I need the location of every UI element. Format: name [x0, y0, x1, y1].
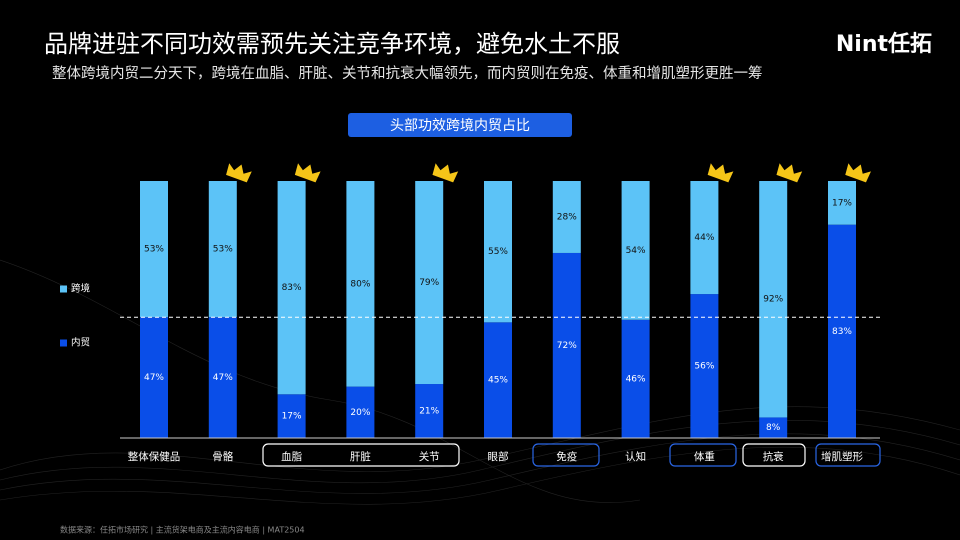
legend-label: 内贸 [71, 337, 90, 349]
bar-segment [208, 181, 237, 318]
data-label: 45% [488, 376, 508, 386]
bar-segment [828, 224, 856, 438]
crown [707, 163, 734, 183]
data-label: 47% [144, 373, 164, 383]
bar-segment [552, 181, 581, 253]
bar-segment [415, 384, 444, 438]
legend-label: 跨境 [71, 283, 91, 295]
x-tick-label: 免疫 [556, 450, 577, 463]
bar-segment [277, 394, 306, 438]
data-label: 47% [213, 373, 233, 383]
chart-title: 头部功效跨境内贸占比 [390, 118, 530, 134]
data-label: 83% [282, 283, 302, 293]
data-label: 55% [488, 247, 508, 257]
bar-segment [759, 417, 788, 438]
data-label: 17% [832, 198, 852, 208]
data-label: 21% [419, 407, 439, 417]
crown [432, 163, 459, 183]
data-label: 20% [350, 408, 370, 418]
bar-segment [277, 181, 306, 395]
legend-swatch [60, 285, 67, 293]
bar-segment [484, 181, 512, 323]
highlight-boxes [262, 443, 881, 467]
data-label: 53% [144, 245, 164, 255]
crown [294, 163, 321, 183]
data-label: 72% [557, 341, 577, 351]
x-tick-label: 眼部 [488, 450, 509, 463]
background-waves [0, 259, 960, 505]
data-label: 92% [763, 295, 783, 305]
bar-segment [690, 294, 719, 438]
data-label: 56% [694, 362, 714, 372]
x-tick-label: 骨骼 [212, 450, 233, 463]
x-tick-label: 肝脏 [350, 450, 371, 463]
x-tick-label: 认知 [625, 450, 646, 463]
data-label: 46% [626, 374, 646, 384]
bar-segment [484, 322, 512, 438]
crowns [226, 163, 871, 183]
x-tick-label: 整体保健品 [128, 450, 181, 463]
bar-segment [140, 181, 168, 318]
crown [776, 163, 803, 183]
footer: 数据来源：任拓市场研究 | 主流货架电商及主流内容电商 | MAT2504 [60, 525, 305, 535]
bar-segment [346, 386, 375, 438]
bar-segment [621, 181, 650, 320]
bar-segment [690, 181, 719, 295]
data-label: 83% [832, 327, 852, 337]
data-label: 53% [213, 245, 233, 255]
x-tick-label: 增肌塑形 [821, 450, 863, 463]
page-subtitle: 整体跨境内贸二分天下，跨境在血脂、肝脏、关节和抗衰大幅领先，而内贸则在免疫、体重… [52, 64, 763, 82]
bar-segment [346, 181, 375, 387]
data-label: 28% [557, 212, 577, 222]
data-label: 80% [350, 279, 370, 289]
legend-swatch [60, 339, 67, 347]
crown [226, 163, 252, 183]
logo: Nint任拓 [836, 31, 932, 57]
bar-segment [415, 181, 444, 385]
data-label: 8% [766, 423, 781, 433]
bar-segment [140, 317, 168, 438]
crown [845, 163, 871, 183]
data-label: 54% [626, 246, 646, 256]
x-tick-label: 抗衰 [763, 450, 784, 463]
bar-segment [759, 181, 788, 418]
data-label: 44% [694, 233, 714, 243]
chart-title-box [348, 113, 572, 137]
data-label: 79% [419, 278, 439, 288]
data-label: 17% [282, 412, 302, 422]
bar-segment [621, 319, 650, 438]
bar-segment [828, 181, 856, 225]
page-title: 品牌进驻不同功效需预先关注竞争环境，避免水土不服 [44, 30, 620, 58]
x-tick-label: 体重 [694, 450, 715, 463]
bar-segment [208, 317, 237, 438]
x-tick-label: 关节 [419, 450, 440, 463]
x-tick-label: 血脂 [281, 450, 302, 463]
bar-segment [552, 252, 581, 438]
